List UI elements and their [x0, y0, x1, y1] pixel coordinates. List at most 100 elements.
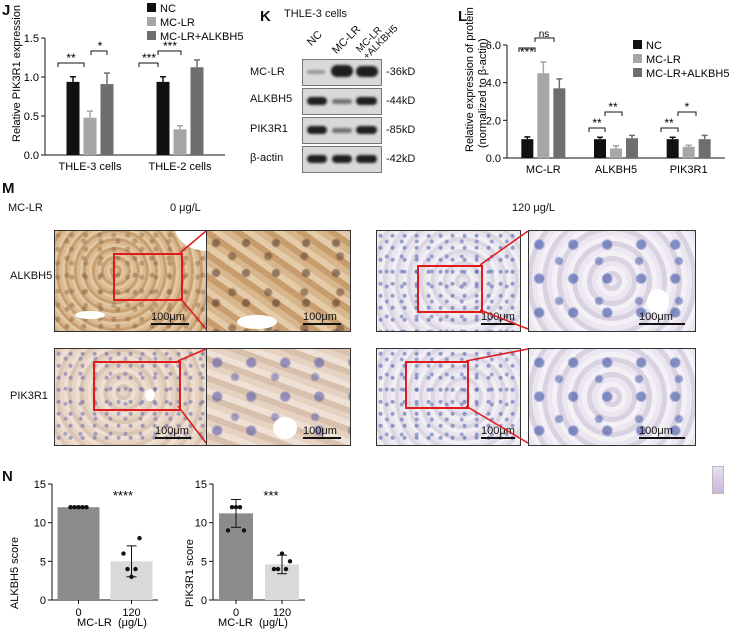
- j-legend-swatch-mclr: [147, 17, 156, 26]
- ihc-alkbh5-0-overview: 100μm: [54, 230, 208, 332]
- m-row-label-pik3r1: PIK3R1: [10, 390, 48, 402]
- scale-bar-line: [481, 323, 515, 325]
- scale-bar-line: [303, 437, 341, 439]
- n-left-y-tick-label: 10: [34, 518, 46, 530]
- n-right-data-point: [287, 559, 293, 564]
- n-left-data-point: [84, 505, 89, 510]
- j-y-tick-label: 1.5: [24, 33, 39, 45]
- j-ylabel: Relative PIK3R1 expression: [11, 5, 23, 142]
- vessel: [75, 311, 105, 319]
- ihc-pik3r1-120-zoom: 100μm: [528, 348, 696, 446]
- j-legend: NC MC-LR MC-LR+ALKBH5: [147, 3, 243, 43]
- m-dose-high: 120 μg/L: [512, 202, 556, 214]
- roi-box: [93, 361, 181, 411]
- n-left-data-point: [80, 505, 85, 510]
- scale-bar-line: [639, 437, 685, 439]
- l-bar: [537, 73, 550, 158]
- l-bar: [626, 138, 638, 158]
- j-sig-2: *: [98, 39, 103, 53]
- scale-bar: 100μm: [303, 311, 341, 325]
- l-legend-mclr: MC-LR: [646, 54, 681, 66]
- ihc-pik3r1-0-overview: 100μm: [54, 348, 208, 446]
- ihc-pik3r1-120-overview: 100μm: [376, 348, 521, 446]
- n-right-ylabel: PIK3R1 score: [184, 539, 196, 607]
- scale-bar: 100μm: [481, 311, 515, 325]
- panel-label-n: N: [2, 468, 13, 485]
- l-y-tick-label: 2.0: [486, 115, 501, 127]
- n-left-y-tick-label: 0: [40, 595, 46, 607]
- panel-n-left-chart: 0 5 10 15 0 120 ALKBH5 score **** MC-LR (μg/L…: [9, 479, 158, 629]
- scale-bar: 100μm: [639, 311, 685, 325]
- band: [307, 155, 327, 163]
- l-bar: [521, 139, 534, 158]
- l-sig-6: *: [685, 100, 690, 114]
- n-left-x-tick-label: 120: [122, 607, 140, 619]
- panel-label-l: L: [458, 8, 468, 25]
- k-kd-actin: -42kD: [386, 153, 416, 165]
- scale-bar-label: 100μm: [155, 425, 189, 437]
- l-legend-swatch-mclr: [633, 54, 642, 63]
- scale-bar: 100μm: [151, 311, 189, 325]
- n-left-data-point: [76, 505, 81, 510]
- ihc-alkbh5-120-overview: 100μm: [376, 230, 521, 332]
- m-row-label-alkbh5: ALKBH5: [10, 270, 53, 282]
- band: [307, 126, 327, 134]
- k-kd-mclr: -36kD: [386, 66, 416, 78]
- scale-bar: 100μm: [481, 425, 515, 439]
- k-row-label-actin: β-actin: [250, 152, 284, 164]
- j-bar: [100, 84, 114, 155]
- n-right-data-point: [229, 505, 235, 510]
- j-y-tick-label: 0.0: [24, 150, 39, 162]
- n-right-data-point: [283, 566, 289, 572]
- scale-bar: 100μm: [155, 425, 191, 439]
- panel-l-chart: 0.0 2.0 4.0 6.0 MC-LR ALKBH5 PIK3R1 Relative e…: [464, 7, 729, 176]
- l-category-label: PIK3R1: [670, 164, 708, 176]
- l-y-tick-label: 0.0: [486, 153, 501, 165]
- n-left-xlabel: MC-LR (μg/L): [77, 617, 147, 629]
- n-right-xlabel: MC-LR (μg/L): [218, 617, 288, 629]
- scale-bar-label: 100μm: [639, 311, 673, 323]
- j-sig-3: ***: [142, 51, 156, 65]
- band: [307, 70, 325, 74]
- scale-bar-line: [155, 437, 191, 439]
- j-category-label: THLE-2 cells: [149, 161, 212, 173]
- l-legend-nc: NC: [646, 40, 662, 52]
- n-left-y-tick-label: 5: [40, 556, 46, 568]
- vessel: [175, 231, 207, 251]
- n-left-data-point: [72, 505, 77, 510]
- panel-label-m: M: [2, 180, 15, 197]
- vessel: [273, 417, 297, 439]
- scale-bar: 100μm: [303, 425, 341, 439]
- k-row-label-pik3r1: PIK3R1: [250, 123, 288, 135]
- n-right-data-point: [279, 551, 285, 556]
- k-kd-alkbh5: -44kD: [386, 95, 416, 107]
- j-legend-swatch-mclr-alkbh5: [147, 31, 156, 40]
- k-lane-mclr-alkbh5: MC-LR +ALKBH5: [354, 17, 400, 62]
- band: [332, 99, 352, 104]
- panel-label-j: J: [2, 2, 11, 19]
- n-left-ylabel: ALKBH5 score: [9, 537, 21, 609]
- scale-bar-label: 100μm: [151, 311, 185, 323]
- j-sig-1: **: [66, 51, 76, 65]
- n-left-data-point: [125, 566, 130, 572]
- band: [356, 155, 377, 163]
- j-y-tick-label: 1.0: [24, 72, 39, 84]
- scale-bar-line: [639, 323, 685, 325]
- l-sig-2: ns: [539, 29, 550, 40]
- panel-label-k: K: [260, 8, 271, 25]
- l-sig-4: **: [608, 100, 618, 114]
- j-legend-mclr-alkbh5: MC-LR+ALKBH5: [160, 31, 243, 43]
- l-bar: [610, 148, 622, 158]
- band: [332, 155, 352, 163]
- roi-box: [113, 253, 183, 301]
- n-right-data-point: [271, 566, 277, 572]
- l-bar: [594, 139, 606, 158]
- ihc-pik3r1-0-zoom: 100μm: [206, 348, 351, 446]
- panel-j-chart: 0.0 0.5 1.0 1.5 THLE-3 cells THLE-2 cells Rel…: [11, 3, 243, 173]
- n-right-data-point: [237, 505, 243, 510]
- l-ylabel-1: Relative expression of protein: [464, 7, 476, 152]
- n-right-y-tick-label: 0: [201, 595, 207, 607]
- band: [307, 97, 327, 105]
- scale-bar-label: 100μm: [481, 425, 515, 437]
- l-sig-5: **: [664, 116, 674, 130]
